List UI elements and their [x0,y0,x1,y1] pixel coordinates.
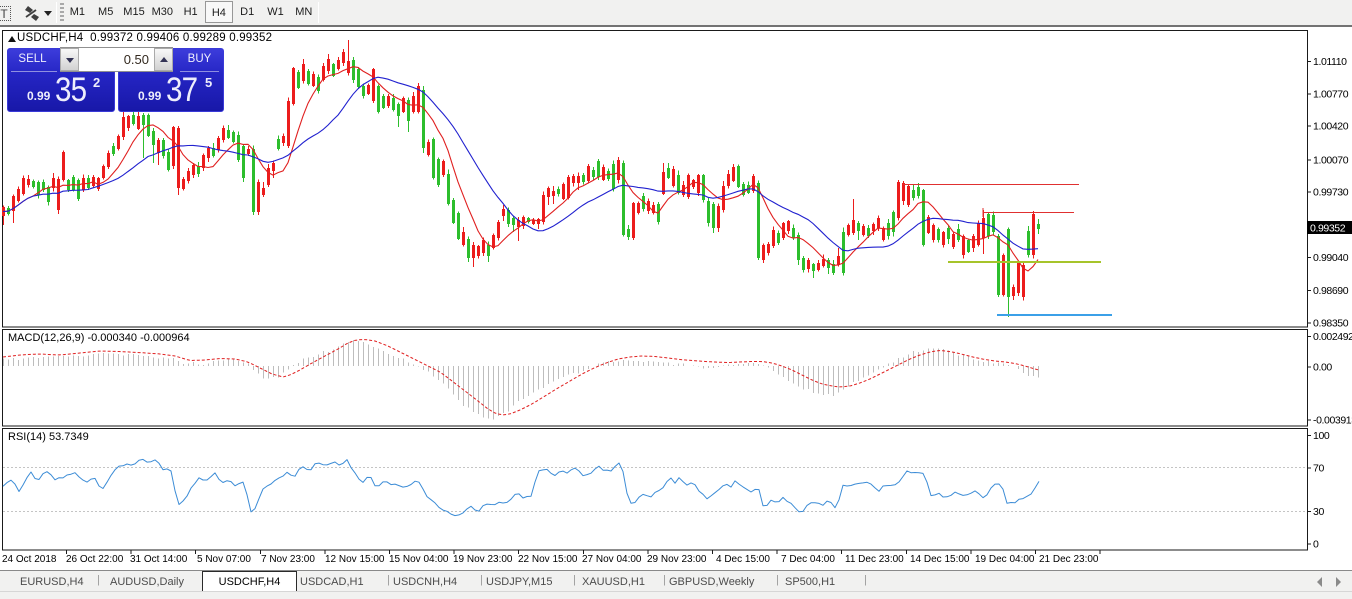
svg-text:1.00070: 1.00070 [1313,155,1349,167]
svg-text:0.99040: 0.99040 [1313,252,1349,264]
svg-text:29 Nov 23:00: 29 Nov 23:00 [647,554,707,565]
svg-text:7 Dec 04:00: 7 Dec 04:00 [781,554,835,565]
svg-text:0.00: 0.00 [1313,362,1332,374]
svg-text:0.98350: 0.98350 [1313,318,1349,330]
svg-text:0.98690: 0.98690 [1313,285,1349,297]
svg-text:1.00420: 1.00420 [1313,121,1349,133]
svg-text:21 Dec 23:00: 21 Dec 23:00 [1039,554,1099,565]
svg-text:19 Dec 04:00: 19 Dec 04:00 [975,554,1035,565]
svg-text:11 Dec 23:00: 11 Dec 23:00 [845,554,904,565]
svg-text:31 Oct 14:00: 31 Oct 14:00 [130,554,188,565]
svg-text:30: 30 [1313,506,1324,518]
svg-text:70: 70 [1313,463,1324,475]
svg-text:-0.003913: -0.003913 [1313,415,1352,427]
svg-text:24 Oct 2018: 24 Oct 2018 [2,554,57,565]
svg-text:0.99352: 0.99352 [1310,223,1346,235]
svg-text:12 Nov 15:00: 12 Nov 15:00 [325,554,385,565]
svg-text:4 Dec 15:00: 4 Dec 15:00 [716,554,770,565]
svg-text:5 Nov 07:00: 5 Nov 07:00 [197,554,251,565]
svg-text:26 Oct 22:00: 26 Oct 22:00 [66,554,124,565]
svg-text:0: 0 [1313,539,1319,551]
svg-text:1.01110: 1.01110 [1313,56,1347,68]
svg-text:14 Dec 15:00: 14 Dec 15:00 [910,554,970,565]
svg-text:7 Nov 23:00: 7 Nov 23:00 [261,554,315,565]
svg-text:19 Nov 23:00: 19 Nov 23:00 [453,554,513,565]
svg-text:0.99730: 0.99730 [1313,187,1349,199]
svg-text:1.00770: 1.00770 [1313,89,1349,101]
svg-text:15 Nov 04:00: 15 Nov 04:00 [389,554,449,565]
svg-text:0.002492: 0.002492 [1313,331,1352,343]
svg-text:100: 100 [1313,430,1330,442]
svg-text:27 Nov 04:00: 27 Nov 04:00 [582,554,642,565]
svg-text:22 Nov 15:00: 22 Nov 15:00 [518,554,578,565]
